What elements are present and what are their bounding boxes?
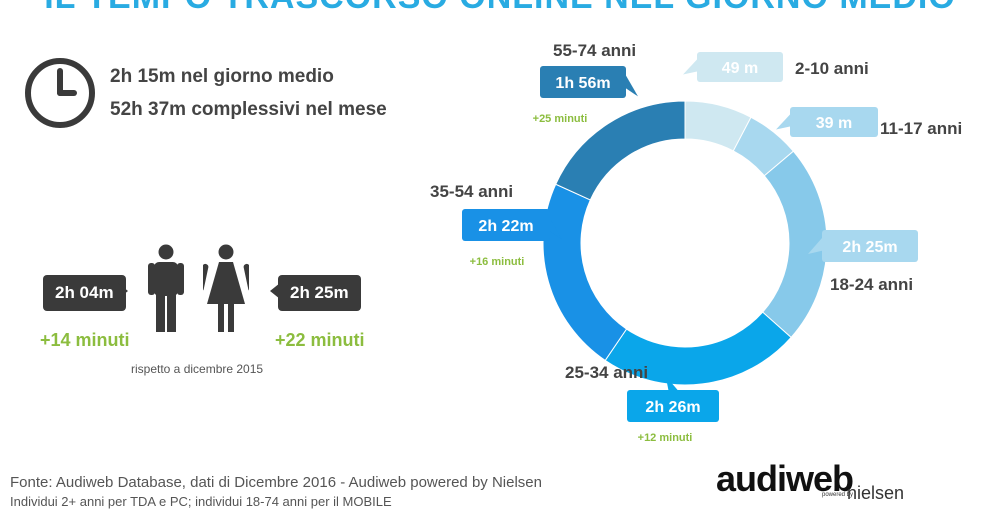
- monthly-time: 52h 37m complessivi nel mese: [110, 99, 387, 120]
- value-label-3: 2h 25m: [842, 239, 897, 256]
- value-badge-3: [822, 230, 918, 262]
- category-label-3: 18-24 anni: [830, 275, 913, 294]
- value-badge-6: [540, 66, 626, 98]
- label-pointer-1: [683, 59, 697, 75]
- female-delta: +22 minuti: [275, 330, 365, 350]
- male-delta: +14 minuti: [40, 330, 130, 350]
- daily-time: 2h 15m nel giorno medio: [110, 66, 334, 87]
- label-pointer-6: [626, 75, 638, 97]
- category-label-2: 11-17 anni: [880, 119, 962, 138]
- value-badge-4: [627, 390, 719, 422]
- category-label-6: 55-74 anni: [553, 41, 636, 60]
- page-title: IL TEMPO TRASCORSO ONLINE NEL GIORNO MED…: [0, 0, 1000, 17]
- category-label-1: 2-10 anni: [795, 59, 869, 78]
- value-label-1: 49 m: [722, 60, 758, 77]
- male-icon: [148, 244, 184, 332]
- donut-slice-6: [555, 100, 686, 201]
- comparison-note: rispetto a dicembre 2015: [131, 362, 264, 376]
- label-pointer-3: [808, 238, 822, 254]
- universe-note: Individui 2+ anni per TDA e PC; individu…: [10, 494, 392, 509]
- bubble-pointer-icon: [118, 283, 128, 299]
- value-label-5: 2h 22m: [478, 218, 533, 235]
- value-label-6: 1h 56m: [555, 75, 610, 92]
- value-badge-5: [462, 209, 550, 241]
- value-badge-2: [790, 107, 878, 137]
- source-note: Fonte: Audiweb Database, dati di Dicembr…: [10, 474, 542, 491]
- powered-by-label: powered by: [822, 492, 854, 498]
- label-pointer-4: [665, 376, 678, 390]
- donut-slice-5: [542, 183, 628, 362]
- audiweb-logo: audiweb: [716, 458, 854, 499]
- clock-icon: [25, 58, 95, 128]
- bubble-pointer-icon: [270, 283, 280, 299]
- male-time-badge: 2h 04m: [43, 275, 126, 311]
- label-pointer-5: [550, 218, 562, 240]
- value-label-4: 2h 26m: [645, 399, 700, 416]
- delta-label-6: +25 minuti: [533, 113, 588, 125]
- value-label-2: 39 m: [816, 115, 852, 132]
- delta-label-5: +16 minuti: [470, 256, 525, 268]
- delta-label-4: +12 minuti: [638, 432, 693, 444]
- female-icon: [203, 244, 249, 332]
- label-pointer-2: [776, 114, 790, 130]
- nielsen-logo: nielsen: [847, 483, 905, 503]
- category-label-5: 35-54 anni: [430, 182, 513, 201]
- value-badge-1: [697, 52, 783, 82]
- female-time-badge: 2h 25m: [278, 275, 361, 311]
- category-label-4: 25-34 anni: [565, 363, 648, 382]
